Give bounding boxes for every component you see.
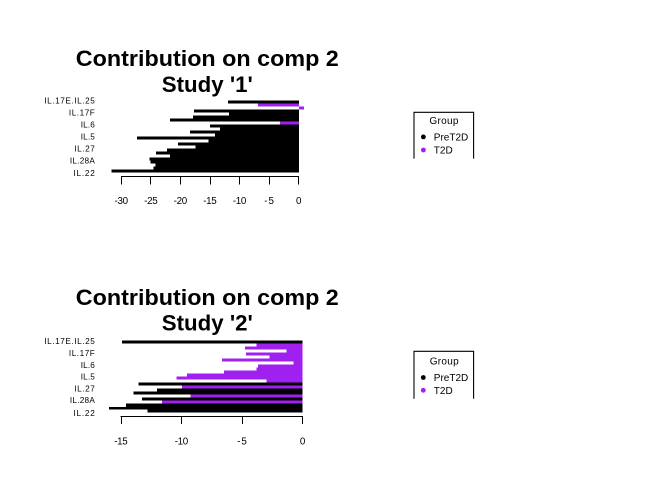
svg-text:IL.17E.IL.25: IL.17E.IL.25 [44, 337, 95, 346]
svg-text:T2D: T2D [434, 386, 453, 397]
svg-text:PreT2D: PreT2D [434, 373, 468, 384]
svg-text:Study '2': Study '2' [162, 311, 253, 336]
svg-text:IL.27: IL.27 [74, 384, 95, 393]
svg-text:IL.28A: IL.28A [70, 157, 95, 166]
svg-text:IL.17E.IL.25: IL.17E.IL.25 [44, 97, 95, 106]
svg-text:Group: Group [430, 357, 459, 368]
svg-text:-20: -20 [174, 196, 188, 207]
svg-text:Group: Group [429, 116, 458, 127]
svg-text:Contribution on comp 2: Contribution on comp 2 [76, 46, 339, 71]
svg-text:-5: -5 [264, 196, 274, 207]
svg-text:-10: -10 [233, 196, 247, 207]
svg-text:IL.22: IL.22 [74, 409, 96, 418]
svg-text:IL.27: IL.27 [74, 145, 95, 154]
svg-text:IL.6: IL.6 [81, 121, 95, 130]
svg-text:-5: -5 [237, 436, 247, 447]
svg-text:PreT2D: PreT2D [434, 133, 468, 144]
svg-text:IL.6: IL.6 [81, 361, 95, 370]
svg-text:Contribution on comp 2: Contribution on comp 2 [76, 285, 339, 310]
svg-text:IL.5: IL.5 [81, 372, 95, 381]
svg-text:T2D: T2D [434, 146, 453, 157]
svg-text:IL.5: IL.5 [81, 133, 95, 142]
svg-text:Study '1': Study '1' [162, 72, 253, 97]
svg-text:-30: -30 [115, 196, 129, 207]
svg-text:0: 0 [300, 436, 306, 447]
svg-text:IL.22: IL.22 [74, 169, 96, 178]
svg-text:IL.17F: IL.17F [69, 109, 95, 118]
svg-text:0: 0 [296, 196, 302, 207]
svg-text:-25: -25 [144, 196, 158, 207]
svg-text:-15: -15 [114, 436, 128, 447]
svg-text:-10: -10 [175, 436, 189, 447]
svg-text:-15: -15 [203, 196, 217, 207]
svg-text:IL.17F: IL.17F [69, 349, 95, 358]
svg-text:IL.28A: IL.28A [70, 396, 95, 405]
